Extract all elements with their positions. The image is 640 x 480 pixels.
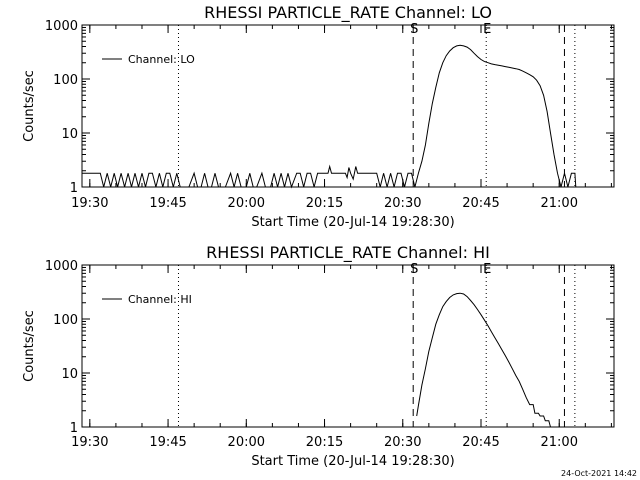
y-axis-label: Counts/sec xyxy=(22,310,37,382)
plot-frame xyxy=(81,24,615,188)
x-tick-label: 20:30 xyxy=(384,435,421,450)
x-tick-label: 19:45 xyxy=(149,196,186,211)
x-tick-label: 20:30 xyxy=(384,196,421,211)
plot-frame xyxy=(81,264,615,428)
series-line-hi xyxy=(416,292,551,428)
x-axis-label: Start Time (20-Jul-14 19:28:30) xyxy=(251,454,454,469)
chart-title: RHESSI PARTICLE_RATE Channel: HI xyxy=(206,243,490,263)
x-tick-label: 20:15 xyxy=(306,435,343,450)
y-tick-label: 1 xyxy=(70,421,78,436)
x-tick-label: 20:45 xyxy=(462,435,499,450)
chart-title: RHESSI PARTICLE_RATE Channel: LO xyxy=(204,3,492,23)
marker-label-e: E xyxy=(483,22,491,37)
x-tick-label: 21:00 xyxy=(541,435,578,450)
chart-panel-hi: RHESSI PARTICLE_RATE Channel: HI 1 10 100 10… xyxy=(22,243,615,469)
marker-label-s: S xyxy=(410,22,418,37)
footer-timestamp: 24-Oct-2021 14:42 xyxy=(561,469,637,478)
x-tick-label: 20:45 xyxy=(462,196,499,211)
series-line-lo xyxy=(82,44,577,189)
x-tick-label: 20:15 xyxy=(306,196,343,211)
legend-label: Channel: HI xyxy=(128,293,192,306)
x-tick-label: 21:00 xyxy=(541,196,578,211)
x-tick-label: 19:30 xyxy=(71,435,108,450)
y-tick-label: 100 xyxy=(53,73,78,88)
x-tick-label: 20:00 xyxy=(228,196,265,211)
y-tick-label: 1000 xyxy=(45,259,78,274)
y-tick-label: 1 xyxy=(70,181,78,196)
x-tick-label: 19:45 xyxy=(149,435,186,450)
marker-label-e: E xyxy=(483,262,491,277)
legend-label: Channel: LO xyxy=(128,53,195,66)
x-axis-label: Start Time (20-Jul-14 19:28:30) xyxy=(251,215,454,230)
y-tick-label: 100 xyxy=(53,313,78,328)
y-tick-label: 1000 xyxy=(45,19,78,34)
chart-panel-lo: RHESSI PARTICLE_RATE Channel: LO 1 10 100 10… xyxy=(22,3,615,230)
marker-label-s: S xyxy=(410,262,418,277)
y-tick-label: 10 xyxy=(61,367,78,382)
y-axis-label: Counts/sec xyxy=(22,70,37,142)
y-tick-label: 10 xyxy=(61,127,78,142)
x-tick-label: 19:30 xyxy=(71,196,108,211)
x-tick-label: 20:00 xyxy=(228,435,265,450)
